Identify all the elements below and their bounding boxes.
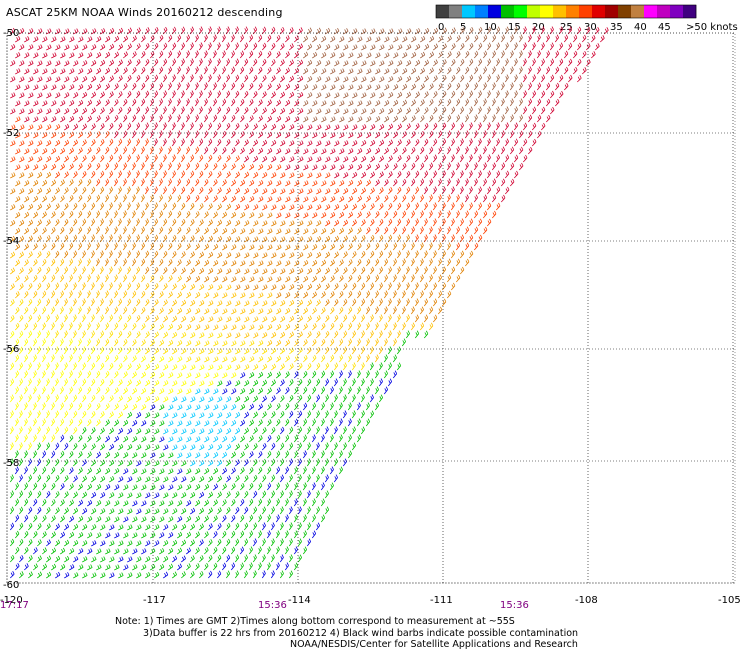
- legend-swatch: [566, 5, 580, 18]
- legend-swatch: [657, 5, 671, 18]
- lon-label: -114: [288, 595, 311, 606]
- note-line-1: Note: 1) Times are GMT 2)Times along bot…: [115, 616, 515, 627]
- wind-swath: [9, 26, 609, 579]
- legend-label: 25: [560, 22, 573, 33]
- legend-swatch: [527, 5, 541, 18]
- wind-speed-legend: 051015202530354045>50 knots: [435, 4, 738, 33]
- legend-label: 35: [610, 22, 623, 33]
- legend-swatch: [449, 5, 463, 18]
- time-label: 17:17: [0, 600, 29, 611]
- lat-label: -60: [3, 580, 19, 591]
- lon-label: -120: [0, 595, 23, 606]
- lon-label: -117: [143, 595, 166, 606]
- legend-label: 40: [634, 22, 647, 33]
- legend-swatch: [670, 5, 684, 18]
- note-line-3: NOAA/NESDIS/Center for Satellite Applica…: [290, 639, 578, 650]
- lat-label: -58: [3, 458, 19, 469]
- legend-swatch: [501, 5, 515, 18]
- axis-labels: -120 -117 -114 -111 -108 -105 -50 -52 -54 -56 -58 -…: [0, 28, 740, 611]
- lon-label: -111: [430, 595, 453, 606]
- legend-swatch: [592, 5, 606, 18]
- lon-label: -105: [718, 595, 740, 606]
- legend-label: 30: [584, 22, 597, 33]
- legend-label: 15: [508, 22, 521, 33]
- lat-label: -50: [3, 28, 19, 39]
- lat-lon-grid: [6, 32, 736, 584]
- legend-swatch: [618, 5, 632, 18]
- legend-swatch: [540, 5, 554, 18]
- lon-label: -108: [575, 595, 598, 606]
- legend-swatch: [631, 5, 645, 18]
- legend-swatch: [462, 5, 476, 18]
- legend-swatch: [579, 5, 593, 18]
- lat-label: -54: [3, 236, 19, 247]
- legend-label: 0: [438, 22, 444, 33]
- legend-swatch: [488, 5, 502, 18]
- lat-label: -56: [3, 344, 19, 355]
- legend-label: 20: [532, 22, 545, 33]
- legend-swatch: [475, 5, 489, 18]
- legend-label: 45: [658, 22, 671, 33]
- time-label: 15:36: [500, 600, 529, 611]
- note-line-2: 3)Data buffer is 22 hrs from 20160212 4)…: [143, 628, 579, 639]
- legend-swatch: [514, 5, 528, 18]
- time-label: 15:36: [258, 600, 287, 611]
- lat-label: -52: [3, 128, 19, 139]
- map-title: ASCAT 25KM NOAA Winds 20160212 descendin…: [6, 6, 283, 19]
- legend-swatch: [553, 5, 567, 18]
- legend-swatch: [605, 5, 619, 18]
- legend-swatch: [644, 5, 658, 18]
- legend-swatch: [683, 5, 697, 18]
- legend-swatch: [436, 5, 450, 18]
- legend-label: >50 knots: [686, 22, 738, 33]
- legend-label: 10: [484, 22, 497, 33]
